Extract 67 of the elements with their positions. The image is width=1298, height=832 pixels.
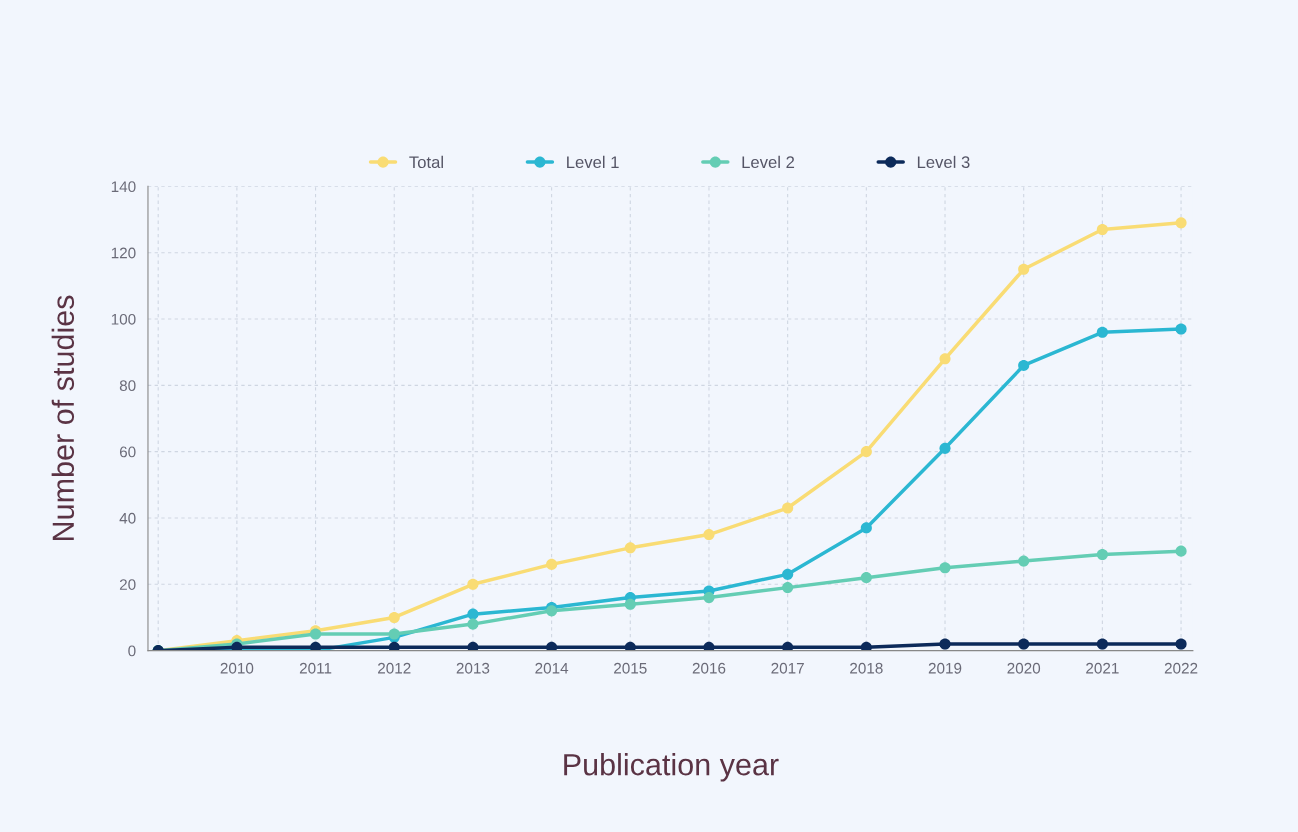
point (939, 638, 951, 650)
point (467, 618, 479, 630)
legend-label: Level 2 (742, 155, 795, 169)
point (860, 572, 872, 584)
x-tick-label: 2015 (614, 662, 647, 674)
point (939, 353, 951, 365)
x-axis-title: Publication year (564, 753, 779, 782)
x-tick-label: 2010 (220, 662, 254, 674)
point (624, 542, 636, 554)
point (860, 641, 872, 651)
point (703, 592, 715, 604)
point (782, 582, 794, 594)
point (1096, 638, 1108, 650)
x-tick-label: 2019 (928, 662, 962, 674)
point (1018, 638, 1030, 650)
point (1175, 638, 1187, 650)
x-tick-label: 2022 (1164, 662, 1198, 674)
point (467, 641, 479, 651)
point (1018, 359, 1030, 371)
x-tick-label: 2018 (850, 662, 883, 674)
point (624, 598, 636, 610)
point (388, 611, 400, 624)
y-tick-label: 60 (119, 446, 136, 458)
x-tick-label: 2020 (1007, 662, 1041, 674)
y-axis-title: Number of studies (51, 295, 75, 540)
x-tick-label: 2014 (535, 662, 569, 674)
point (546, 641, 558, 651)
point (939, 442, 951, 454)
x-tick-label: 2012 (378, 662, 411, 674)
point (703, 529, 715, 541)
point (860, 522, 872, 534)
x-tick-label: 2021 (1086, 662, 1119, 674)
point (1175, 323, 1187, 335)
point (1096, 548, 1108, 561)
point (1175, 545, 1187, 557)
point (310, 641, 322, 651)
point (1096, 326, 1108, 338)
legend-label: Total (409, 155, 443, 169)
point (782, 641, 794, 651)
y-tick-label: 140 (111, 181, 136, 193)
y-tick-label: 120 (111, 247, 136, 259)
point (860, 446, 872, 458)
x-tick-label: 2017 (771, 662, 804, 674)
y-tick-label: 100 (111, 313, 136, 325)
point (467, 608, 479, 620)
point (1018, 555, 1030, 567)
point (782, 568, 794, 580)
point (1175, 217, 1187, 229)
y-tick-label: 40 (119, 512, 136, 524)
point (467, 578, 479, 590)
y-tick-label: 20 (119, 579, 136, 590)
x-tick-label: 2013 (456, 662, 490, 674)
point (624, 641, 636, 651)
point (703, 641, 715, 651)
point (546, 605, 558, 617)
y-tick-label: 80 (119, 380, 136, 392)
point (546, 558, 558, 570)
legend-label: Level 3 (917, 155, 970, 169)
point (1096, 223, 1108, 236)
point (1018, 263, 1030, 275)
point (388, 641, 400, 651)
x-tick-label: 2016 (692, 662, 726, 674)
point (939, 562, 951, 574)
y-tick-label: 0 (128, 645, 136, 657)
x-tick-label: 2011 (299, 662, 332, 674)
legend-label: Level 1 (567, 155, 619, 169)
point (782, 502, 794, 514)
